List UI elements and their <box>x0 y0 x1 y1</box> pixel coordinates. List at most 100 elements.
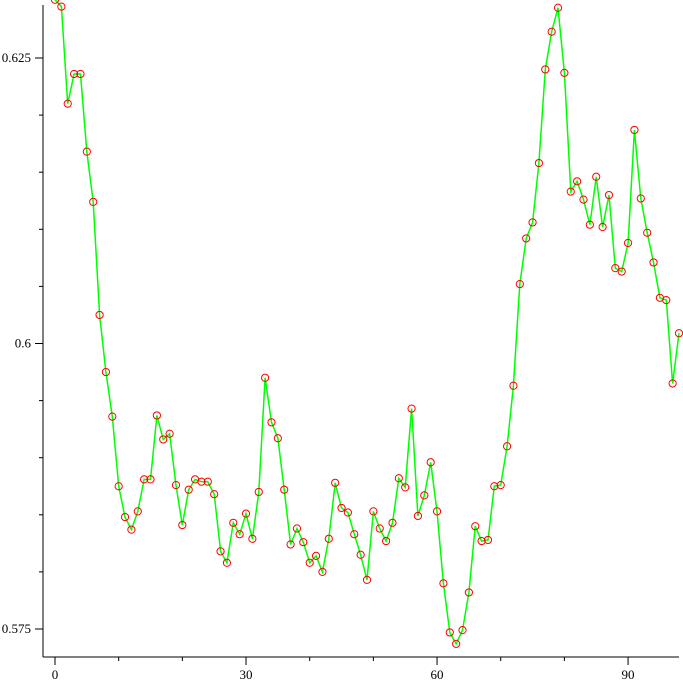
data-point <box>337 503 346 513</box>
series-line <box>54 0 680 646</box>
data-point <box>114 482 123 491</box>
data-point <box>140 475 149 484</box>
data-point <box>579 195 588 204</box>
data-point <box>82 147 91 156</box>
data-point <box>394 474 403 483</box>
data-point <box>502 442 512 451</box>
data-point <box>413 511 423 521</box>
x-tick-label: 30 <box>240 667 253 682</box>
data-point <box>496 481 505 490</box>
data-point <box>50 0 60 4</box>
series <box>50 0 683 648</box>
data-point <box>439 579 448 588</box>
data-point <box>522 234 531 243</box>
data-point <box>178 520 187 530</box>
data-point <box>490 482 499 491</box>
data-point <box>331 478 340 487</box>
data-point <box>273 434 282 443</box>
data-point <box>146 475 155 484</box>
data-point <box>375 524 384 533</box>
data-point <box>585 220 594 229</box>
data-point <box>553 3 563 12</box>
data-point <box>356 550 365 559</box>
data-point <box>216 547 225 556</box>
data-point <box>547 27 556 36</box>
data-point <box>401 483 410 492</box>
y-tick-label: 0.6 <box>15 336 32 351</box>
data-point <box>101 367 111 377</box>
data-point <box>509 381 518 390</box>
data-point <box>171 481 181 490</box>
data-point <box>420 491 429 500</box>
data-point <box>248 534 257 543</box>
data-point <box>197 477 206 486</box>
ticks: 0.575 0.6 0.625 0 30 60 90 <box>2 50 635 682</box>
data-point <box>89 197 98 206</box>
data-point <box>267 418 276 427</box>
data-point <box>165 429 174 438</box>
data-point <box>534 158 544 168</box>
data-point <box>611 264 620 273</box>
data-point <box>133 507 142 516</box>
data-point <box>483 535 493 545</box>
data-point <box>76 69 85 79</box>
data-point <box>127 525 136 534</box>
data-point <box>184 485 193 494</box>
data-point <box>95 310 104 320</box>
data-point <box>598 222 607 232</box>
data-point <box>120 512 130 522</box>
data-point <box>229 518 238 527</box>
data-point <box>222 558 232 567</box>
data-point <box>152 411 161 420</box>
data-point <box>369 507 378 516</box>
data-point <box>515 280 524 289</box>
data-point <box>292 524 302 533</box>
data-point <box>362 575 372 584</box>
data-point <box>299 538 308 547</box>
data-point <box>407 404 416 413</box>
data-point <box>63 99 72 108</box>
data-point <box>636 194 645 203</box>
data-point <box>432 507 442 516</box>
data-point <box>668 379 677 388</box>
data-point <box>662 296 671 305</box>
data-point <box>318 567 327 577</box>
data-point <box>286 540 295 549</box>
data-point <box>623 238 633 248</box>
data-point <box>541 65 550 74</box>
y-tick-label: 0.625 <box>2 50 31 65</box>
data-point <box>70 69 79 79</box>
data-point <box>241 509 251 518</box>
data-point <box>350 530 359 539</box>
data-point <box>471 522 480 531</box>
data-point <box>108 412 117 421</box>
data-point <box>311 551 321 561</box>
data-point <box>573 177 582 186</box>
data-point <box>235 530 244 539</box>
data-point <box>324 534 333 543</box>
data-point <box>566 187 575 196</box>
x-tick-label: 0 <box>52 667 59 682</box>
data-point <box>261 373 270 382</box>
x-tick-label: 90 <box>622 667 635 682</box>
data-point <box>528 218 537 227</box>
data-point <box>592 172 601 181</box>
data-point <box>560 68 569 77</box>
data-point <box>445 628 454 637</box>
data-point <box>254 487 263 497</box>
data-point <box>210 490 219 499</box>
data-point <box>203 477 212 486</box>
data-point <box>57 2 66 11</box>
data-point <box>305 558 314 567</box>
data-point <box>604 190 614 200</box>
data-point <box>382 536 391 546</box>
data-point <box>617 267 626 276</box>
y-tick-label: 0.575 <box>2 621 31 636</box>
data-point <box>343 508 352 517</box>
data-point <box>452 639 461 648</box>
data-point <box>464 588 473 597</box>
x-tick-label: 60 <box>431 667 444 682</box>
data-point <box>649 258 658 267</box>
data-point <box>630 125 639 135</box>
